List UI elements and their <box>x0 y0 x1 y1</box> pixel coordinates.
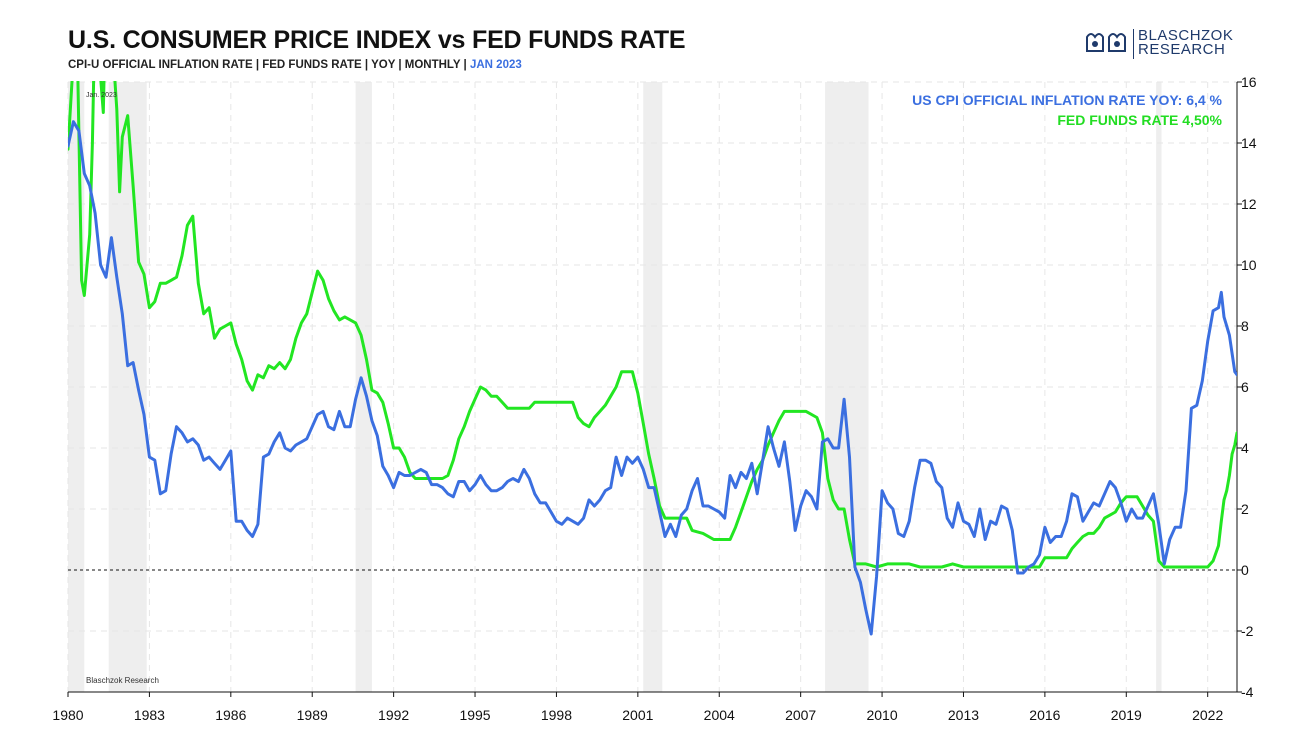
axes: -4 -2 0 2 4 6 8 10 12 14 16 1980 1983 1986 1989 1992 199… <box>52 74 1256 723</box>
logo-line-2: RESEARCH <box>1138 41 1226 58</box>
cpi-series-line <box>68 120 1237 636</box>
x-tick-label: 2013 <box>948 707 979 723</box>
grid-lines <box>67 81 1237 692</box>
x-tick-label: 1980 <box>52 707 83 723</box>
x-tick-label: 2001 <box>622 707 653 723</box>
subtitle-main: CPI-U OFFICIAL INFLATION RATE | FED FUND… <box>68 59 467 71</box>
y-tick-label: 8 <box>1241 318 1249 334</box>
series-lines <box>68 81 1237 636</box>
x-tick-label: 1989 <box>297 707 328 723</box>
x-tick-label: 1983 <box>134 707 165 723</box>
x-tick-label: 1995 <box>459 707 490 723</box>
y-tick-label: -4 <box>1241 684 1254 700</box>
x-tick-label: 1998 <box>541 707 572 723</box>
fedfunds-series-line <box>68 81 1237 569</box>
x-tick-label: 2016 <box>1029 707 1060 723</box>
y-tick-label: 10 <box>1241 257 1257 273</box>
y-tick-label: 14 <box>1241 135 1257 151</box>
x-tick-label: 1992 <box>378 707 409 723</box>
chart-subtitle: CPI-U OFFICIAL INFLATION RATE | FED FUND… <box>68 59 522 71</box>
y-tick-label: -2 <box>1241 623 1254 639</box>
x-tick-label: 2022 <box>1192 707 1223 723</box>
legend-fedfunds: FED FUNDS RATE 4,50% <box>1057 112 1222 128</box>
y-tick-label: 12 <box>1241 196 1257 212</box>
x-tick-label: 2007 <box>785 707 816 723</box>
x-tick-label: 1986 <box>215 707 246 723</box>
legend-cpi: US CPI OFFICIAL INFLATION RATE YOY: 6,4 … <box>912 92 1222 108</box>
x-tick-label: 2019 <box>1111 707 1142 723</box>
y-tick-label: 0 <box>1241 562 1249 578</box>
brand-logo: BLASCHZOK RESEARCH <box>1085 27 1245 61</box>
bear-bull-logo-icon <box>1086 33 1126 52</box>
as-of-label: Jan. 2023 <box>86 92 117 99</box>
x-tick-label: 2004 <box>704 707 735 723</box>
logo-separator <box>1133 29 1134 59</box>
chart-title: U.S. CONSUMER PRICE INDEX vs FED FUNDS R… <box>68 26 686 54</box>
logo-line-1: BLASCHZOK <box>1138 27 1234 44</box>
subtitle-date: JAN 2023 <box>469 59 522 71</box>
y-tick-label: 16 <box>1241 74 1257 90</box>
x-tick-label: 2010 <box>866 707 897 723</box>
y-tick-label: 6 <box>1241 379 1249 395</box>
y-tick-label: 2 <box>1241 501 1249 517</box>
y-tick-label: 4 <box>1241 440 1249 456</box>
credit-label: Blaschzok Research <box>86 676 159 685</box>
